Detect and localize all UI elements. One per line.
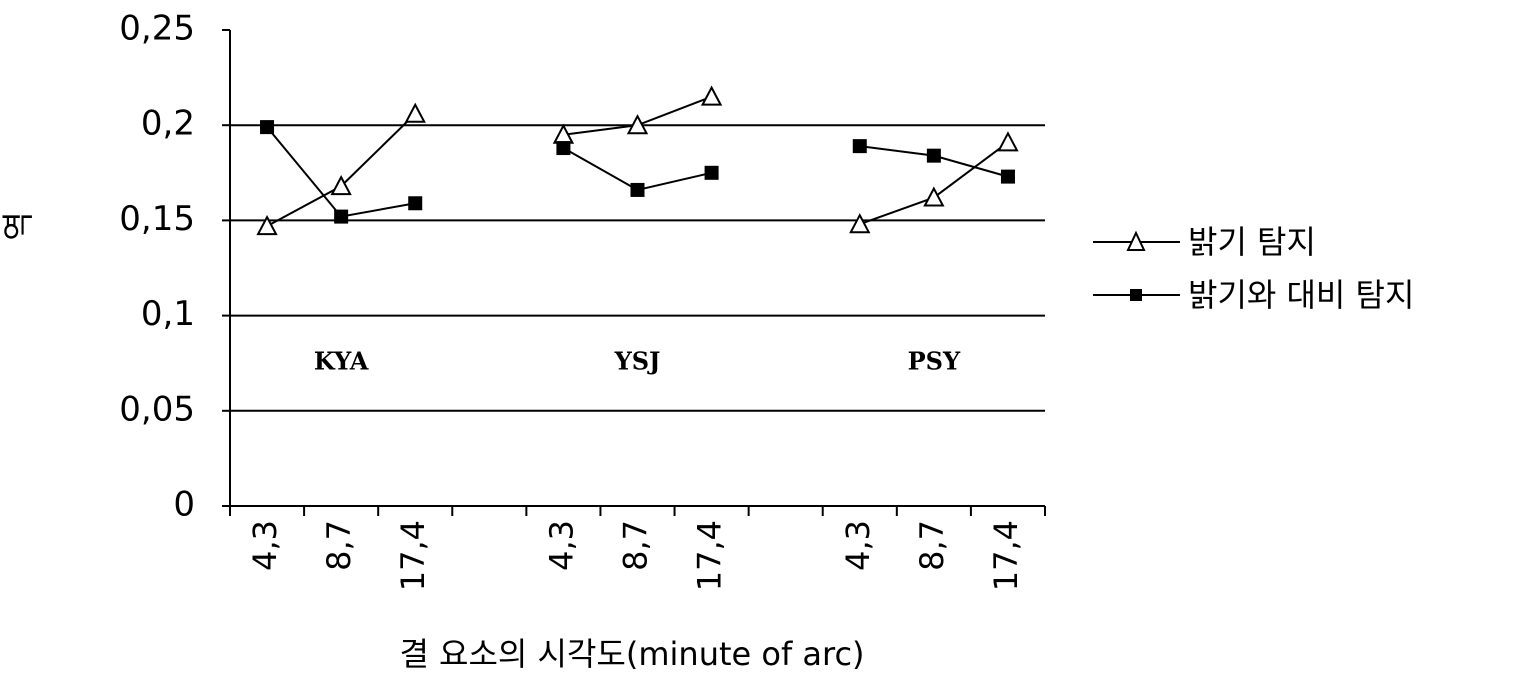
group-label-kya: KYA	[314, 347, 369, 376]
x-tick-label: 17,4	[394, 520, 432, 591]
data-point-brightness	[923, 186, 945, 207]
group-label-ysj: YSJ	[614, 347, 661, 376]
legend-item-brightness: 밝기 탐지	[1093, 223, 1316, 261]
x-tick-label: 8,7	[617, 520, 655, 571]
data-point-brightness	[330, 174, 352, 196]
x-axis-title: 결 요소의 시각도(minute of arc)	[399, 635, 864, 673]
group-label-psy: PSY	[908, 347, 961, 376]
data-markers	[256, 85, 1019, 236]
data-point-brightness	[700, 85, 723, 106]
x-tick-label: 8,7	[320, 520, 358, 571]
legend-item-brightness-contrast: 밝기와 대비 탐지	[1093, 276, 1414, 314]
legend-label-brightness: 밝기 탐지	[1188, 223, 1316, 261]
y-tick-label: 0,25	[119, 9, 195, 49]
data-point-brightness-contrast	[260, 120, 275, 135]
data-point-brightness-contrast	[408, 196, 423, 211]
y-tick-label: 0,2	[141, 104, 195, 144]
data-point-brightness-contrast	[334, 209, 349, 224]
series-line-brightness	[266, 113, 416, 227]
data-point-brightness	[849, 213, 871, 234]
series-line-brightness-contrast	[266, 126, 416, 218]
y-tick-label: 0,15	[119, 199, 195, 239]
data-point-brightness	[256, 214, 278, 236]
group-labels: KYA YSJ PSY	[314, 347, 961, 376]
x-tick-label: 4,3	[246, 520, 284, 571]
legend: 밝기 탐지 밝기와 대비 탐지	[1093, 223, 1414, 314]
data-point-brightness-contrast	[926, 148, 941, 163]
legend-square-icon	[1130, 289, 1142, 301]
y-tick-label: 0,05	[119, 389, 195, 429]
data-point-brightness-contrast	[704, 165, 719, 180]
data-point-brightness	[997, 131, 1019, 152]
x-tick-label: 4,3	[839, 520, 877, 571]
legend-label-brightness-contrast: 밝기와 대비 탐지	[1188, 276, 1414, 314]
y-tick-label: 0,1	[141, 294, 195, 334]
x-tick-label: 17,4	[691, 520, 729, 591]
x-tick-label: 17,4	[987, 520, 1025, 591]
legend-triangle-icon	[1126, 230, 1146, 251]
data-point-brightness-contrast	[1000, 169, 1015, 184]
x-tick-label: 4,3	[542, 520, 580, 571]
data-point-brightness-contrast	[852, 139, 867, 154]
y-tick-labels: 0 0,05 0,1 0,15 0,2 0,25	[119, 9, 195, 525]
data-point-brightness	[626, 114, 649, 135]
data-point-brightness-contrast	[630, 182, 645, 197]
y-tick-label: 0	[173, 485, 195, 525]
x-tick-labels: 4,3 8,7 17,4 4,3 8,7 17,4 4,3 8,7 17,4	[246, 520, 1025, 591]
axes	[222, 29, 1046, 516]
y-axis-title: 역	[0, 211, 37, 240]
data-point-brightness-contrast	[556, 141, 571, 156]
data-point-brightness	[404, 102, 426, 123]
x-tick-label: 8,7	[913, 520, 951, 571]
